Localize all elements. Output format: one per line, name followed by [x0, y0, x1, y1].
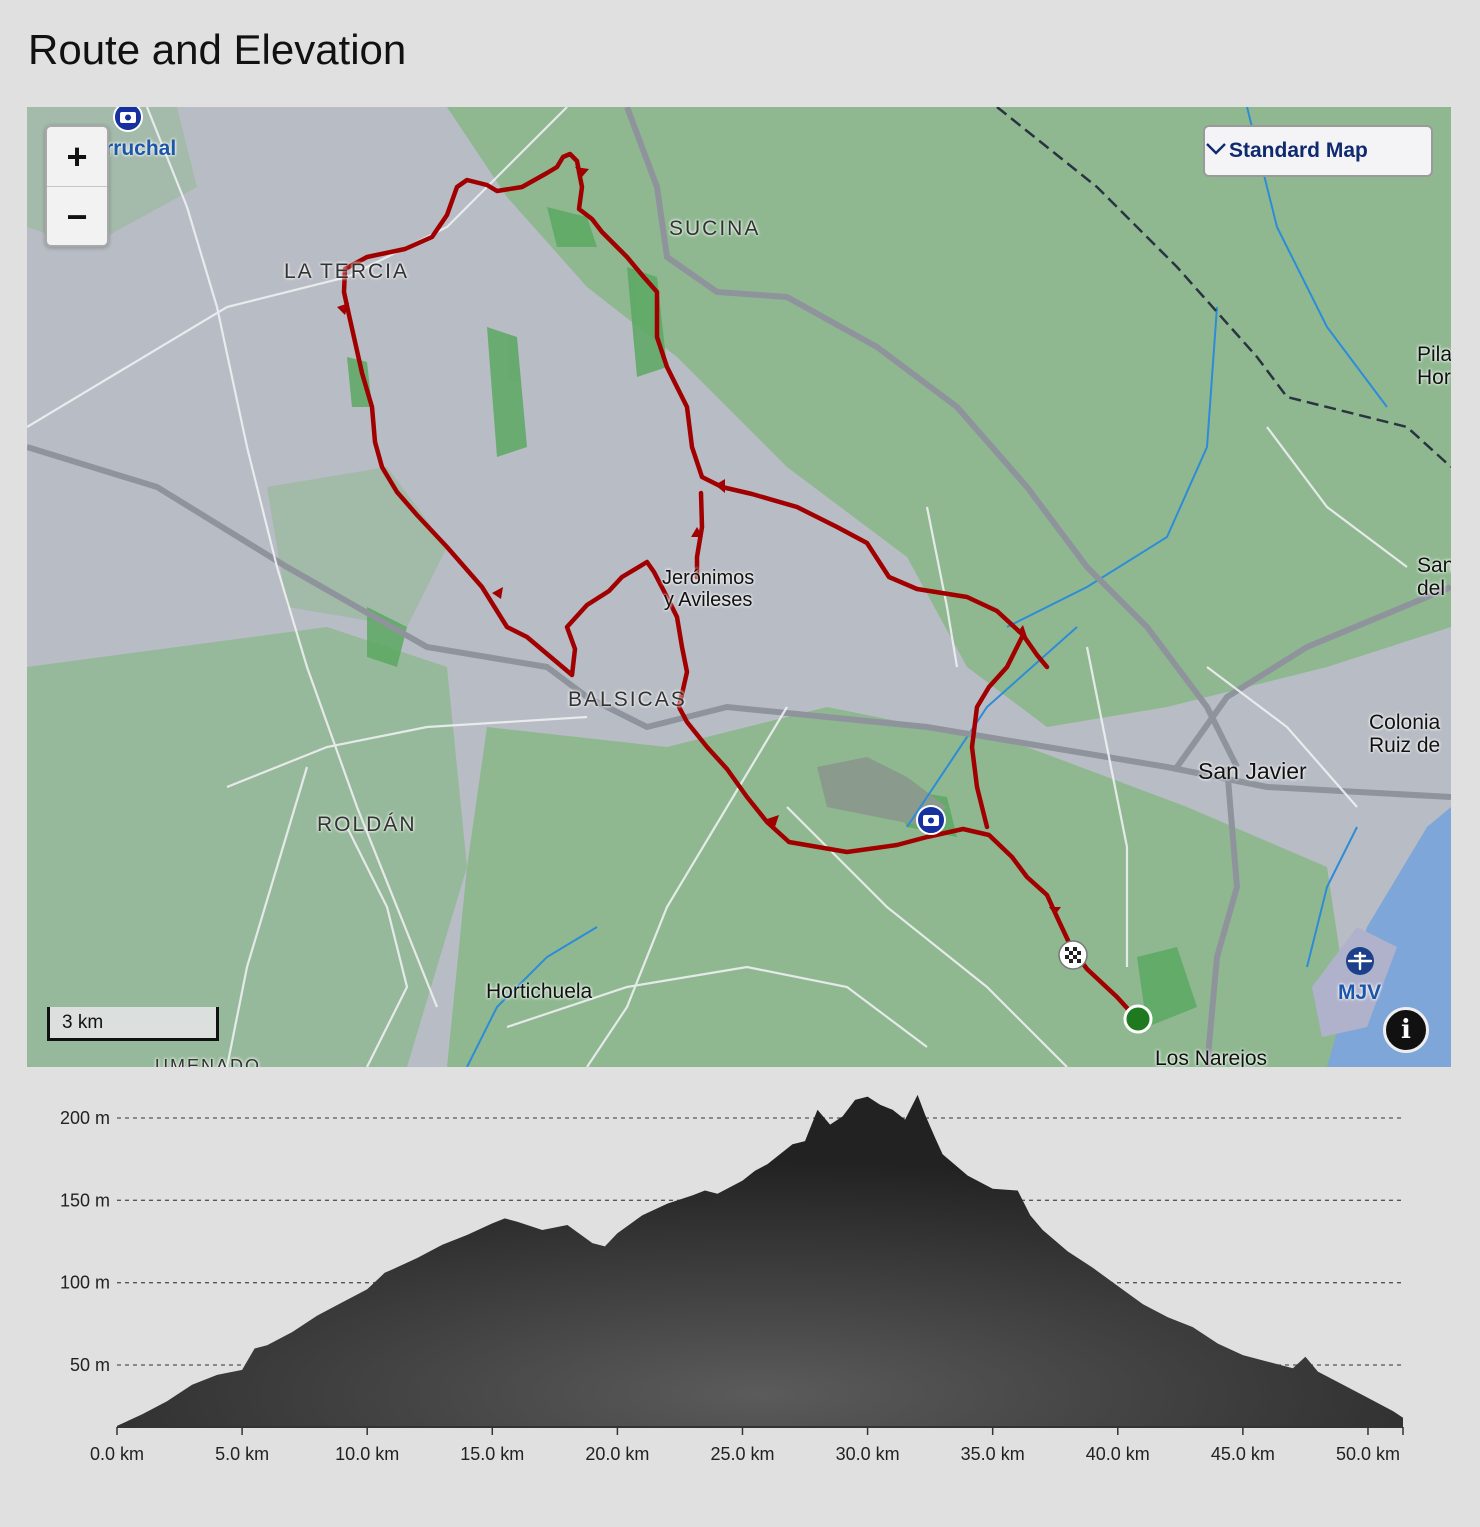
x-tick-label: 15.0 km [460, 1444, 524, 1464]
y-tick-label: 50 m [70, 1355, 110, 1375]
place-label: Hortichuela [486, 980, 593, 1003]
place-label: Los Narejos [1155, 1047, 1268, 1067]
x-tick-label: 30.0 km [836, 1444, 900, 1464]
water-channels [466, 107, 1388, 1067]
x-tick-label: 0.0 km [90, 1444, 144, 1464]
place-label: San del [1417, 554, 1451, 601]
major-roads [27, 107, 1451, 1067]
elevation-chart: 200 m 150 m 100 m 50 m 0.0 km 5.0 km 10.0 km 1… [0, 1067, 1480, 1522]
info-button[interactable]: i [1383, 1007, 1429, 1053]
zoom-controls: + − [45, 125, 109, 247]
elevation-chart-svg: 200 m 150 m 100 m 50 m 0.0 km 5.0 km 10.0 km 1… [60, 1094, 1404, 1464]
zoom-out-button[interactable]: − [47, 186, 107, 246]
start-marker[interactable] [1123, 1004, 1153, 1034]
scale-label: 3 km [62, 1012, 104, 1033]
place-label: LA TERCIA [284, 260, 409, 283]
route-direction-arrows [337, 167, 1061, 915]
info-icon: i [1401, 1015, 1411, 1045]
place-label: UMENADO [155, 1056, 262, 1067]
camera-icon[interactable] [916, 805, 946, 835]
place-label: San Javier [1198, 758, 1307, 784]
finish-flag-icon[interactable] [1058, 940, 1088, 970]
map-type-select[interactable]: Standard Map [1203, 125, 1433, 177]
x-tick-label: 5.0 km [215, 1444, 269, 1464]
elevation-area [117, 1094, 1403, 1427]
vegetation-areas [27, 107, 1451, 1067]
y-tick-label: 150 m [60, 1190, 110, 1210]
airport-area [1312, 927, 1397, 1037]
page-title: Route and Elevation [28, 26, 407, 73]
x-tick-label: 10.0 km [335, 1444, 399, 1464]
map-type-label: Standard Map [1229, 139, 1368, 162]
map-canvas [27, 107, 1451, 1067]
airplane-icon [1346, 947, 1374, 975]
x-tick-label: 25.0 km [710, 1444, 774, 1464]
route-map[interactable]: rruchal SUCINA LA TERCIA Jerónimos y Avi… [27, 107, 1451, 1067]
y-tick-label: 200 m [60, 1108, 110, 1128]
railway [996, 107, 1451, 468]
hill-shade [817, 757, 947, 827]
place-label: Jerónimos y Avileses [662, 567, 755, 611]
y-tick-label: 100 m [60, 1273, 110, 1293]
place-label: rruchal [105, 137, 177, 160]
place-label: BALSICAS [568, 688, 687, 711]
route-line [341, 151, 1140, 1022]
x-tick-label: 45.0 km [1211, 1444, 1275, 1464]
place-label: ROLDÁN [317, 813, 417, 836]
x-tick-label: 50.0 km [1336, 1444, 1400, 1464]
x-tick-label: 35.0 km [961, 1444, 1025, 1464]
minor-roads [27, 107, 1408, 1067]
place-label: MJV [1338, 981, 1382, 1004]
x-tick-label: 40.0 km [1086, 1444, 1150, 1464]
place-label: SUCINA [669, 217, 761, 240]
scale-bar: 3 km [47, 1007, 219, 1041]
zoom-in-button[interactable]: + [66, 135, 88, 177]
place-label: Colonia Ruiz de [1369, 711, 1441, 758]
camera-icon[interactable] [113, 107, 143, 132]
place-label: Pila Hor [1417, 343, 1451, 390]
chevron-down-icon [1206, 143, 1226, 155]
x-tick-label: 20.0 km [585, 1444, 649, 1464]
